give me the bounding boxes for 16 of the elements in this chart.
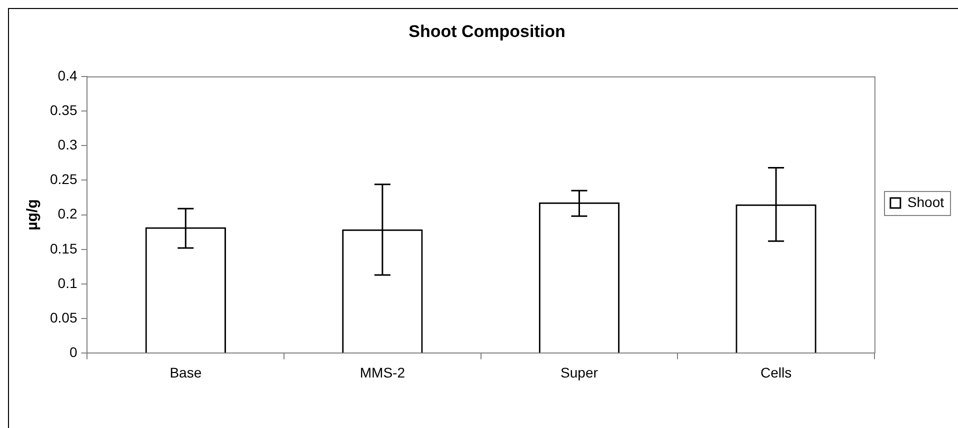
y-axis-title: µg/g — [24, 199, 42, 230]
y-tick-label: 0.2 — [58, 206, 78, 222]
legend-label: Shoot — [907, 194, 944, 210]
y-tick-label: 0.1 — [58, 274, 78, 291]
x-tick-label: Super — [560, 364, 598, 380]
y-tick-label: 0 — [69, 344, 78, 360]
x-tick-label: Cells — [760, 364, 792, 380]
y-tick-label: 0.15 — [50, 240, 78, 256]
y-tick-label: 0.4 — [58, 67, 78, 84]
x-tick-label: MMS-2 — [360, 364, 406, 380]
chart-title: Shoot Composition — [408, 22, 566, 41]
y-tick-label: 0.05 — [50, 309, 78, 326]
y-tick-label: 0.3 — [58, 136, 78, 152]
x-tick-label: Base — [170, 364, 202, 380]
y-tick-label: 0.25 — [50, 171, 78, 188]
y-tick-label: 0.35 — [50, 102, 78, 118]
